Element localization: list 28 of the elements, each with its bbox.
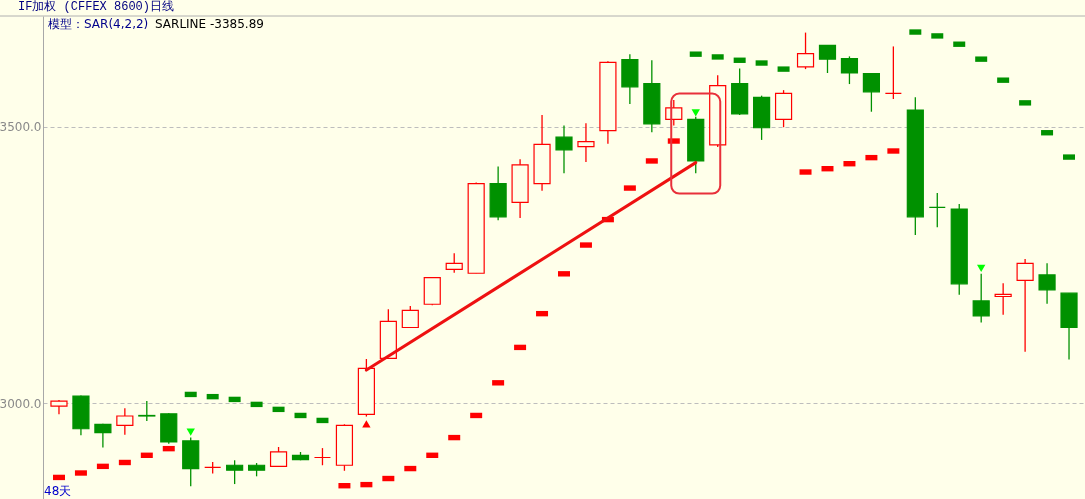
candlestick: [577, 122, 595, 163]
candlestick: [818, 44, 837, 74]
candlestick: [884, 45, 902, 100]
candlestick: [1038, 262, 1056, 305]
y-tick-label: 3000.0: [0, 396, 42, 411]
candlestick: [840, 55, 859, 85]
point: [186, 428, 195, 436]
candlestick: [555, 124, 573, 174]
candlestick: [972, 273, 990, 324]
y-tick-label: 3500.0: [0, 120, 42, 135]
candlestick: [994, 282, 1012, 316]
candlestick: [928, 192, 946, 228]
candlestick: [116, 407, 134, 436]
candlestick: [862, 72, 880, 113]
annotation: SARLINE -3385.89: [155, 17, 264, 31]
candlestick: [1016, 258, 1034, 353]
point: [691, 109, 700, 117]
point: [977, 264, 986, 272]
candlestick: [445, 252, 463, 274]
candlestick: [796, 31, 815, 70]
candlestick: [269, 446, 288, 468]
chart-title: IF加权 (CFFEX 8600)日线: [18, 0, 175, 14]
candlestick: [138, 400, 156, 422]
point: [362, 420, 371, 428]
annotation: 48天: [44, 484, 72, 498]
candlestick: [226, 459, 244, 485]
annotation: 模型：SAR(4,2,2): [48, 17, 149, 31]
candlestick: [401, 305, 419, 329]
